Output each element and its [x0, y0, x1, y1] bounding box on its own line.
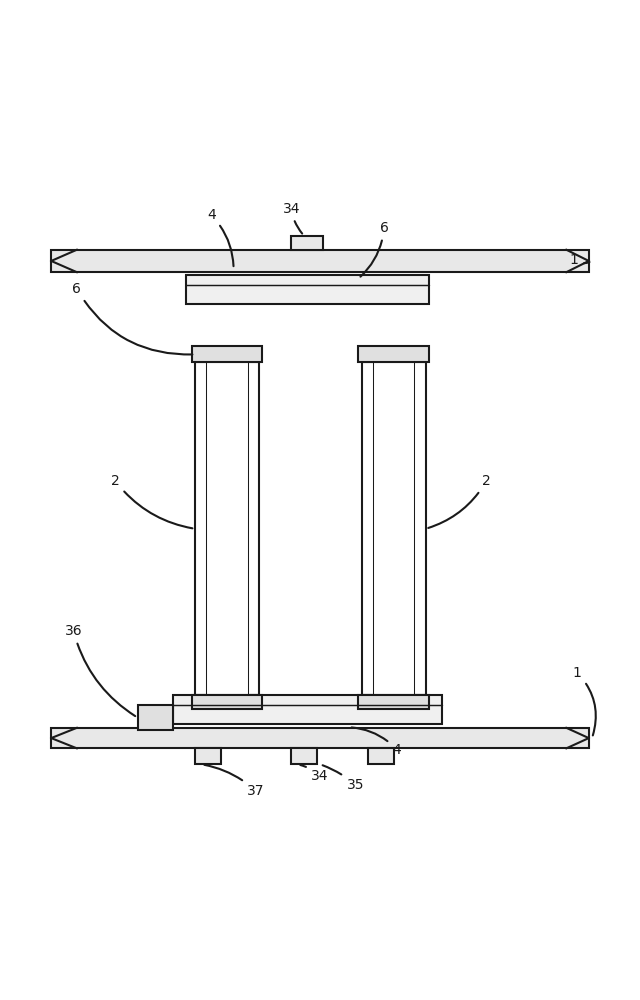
Text: 37: 37 — [204, 765, 265, 798]
Bar — [186, 275, 429, 304]
Bar — [138, 705, 173, 730]
Text: 34: 34 — [300, 765, 329, 783]
Bar — [368, 748, 394, 764]
Text: 4: 4 — [207, 208, 234, 266]
Text: 35: 35 — [323, 765, 364, 792]
Bar — [51, 250, 589, 272]
Bar — [291, 748, 317, 764]
Bar — [195, 748, 221, 764]
Text: 2: 2 — [428, 474, 491, 528]
Text: 2: 2 — [111, 474, 193, 528]
Bar — [195, 362, 259, 695]
Bar — [192, 346, 262, 362]
Text: 1: 1 — [573, 666, 596, 735]
Text: 1: 1 — [570, 253, 589, 267]
Bar — [206, 362, 248, 695]
Text: 4: 4 — [351, 727, 401, 757]
Bar — [372, 362, 415, 695]
Text: 6: 6 — [72, 282, 193, 355]
Bar — [358, 695, 429, 709]
Text: 36: 36 — [65, 624, 135, 716]
Bar — [173, 695, 442, 724]
Bar — [362, 362, 426, 695]
Text: 6: 6 — [360, 221, 388, 277]
Text: 34: 34 — [282, 202, 302, 234]
Bar — [358, 346, 429, 362]
Bar — [51, 728, 589, 748]
Bar — [291, 236, 323, 250]
Bar — [192, 695, 262, 709]
